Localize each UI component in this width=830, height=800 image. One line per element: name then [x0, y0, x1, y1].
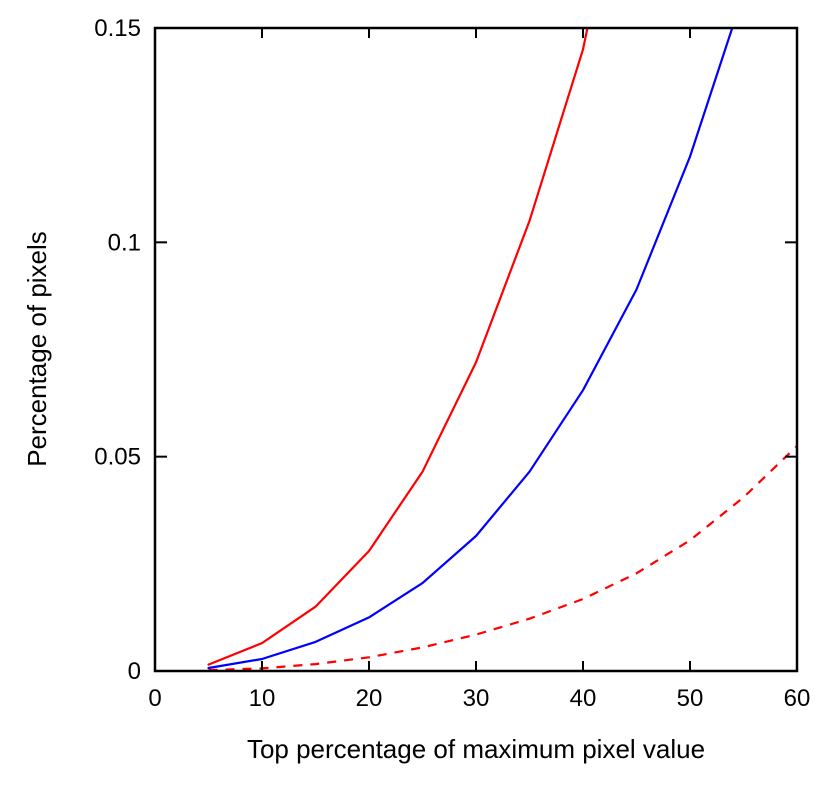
- y-axis-title: Percentage of pixels: [22, 231, 52, 467]
- x-tick-label: 30: [463, 685, 490, 712]
- series-line-blue-solid: [207, 28, 734, 670]
- x-tick-label: 10: [249, 685, 276, 712]
- x-axis-title: Top percentage of maximum pixel value: [247, 734, 705, 764]
- y-tick-label: 0.1: [108, 229, 141, 256]
- plot-frame: [153, 26, 799, 673]
- x-tick-label: 20: [356, 685, 383, 712]
- x-tick-label: 0: [148, 685, 161, 712]
- x-tick-label: 60: [784, 685, 811, 712]
- y-tick-label: 0.05: [94, 444, 141, 471]
- series-line-red-solid: [207, 28, 589, 666]
- x-tick-label: 50: [677, 685, 704, 712]
- series-layer: [207, 28, 797, 671]
- series-line-red-dashed: [208, 445, 797, 671]
- tick-labels-layer: 0 10 20 30 40 50 60 0 0.05 0.1 0.15: [94, 15, 810, 712]
- y-tick-label: 0: [128, 658, 141, 685]
- y-tick-label: 0.15: [94, 15, 141, 42]
- x-tick-label: 40: [570, 685, 597, 712]
